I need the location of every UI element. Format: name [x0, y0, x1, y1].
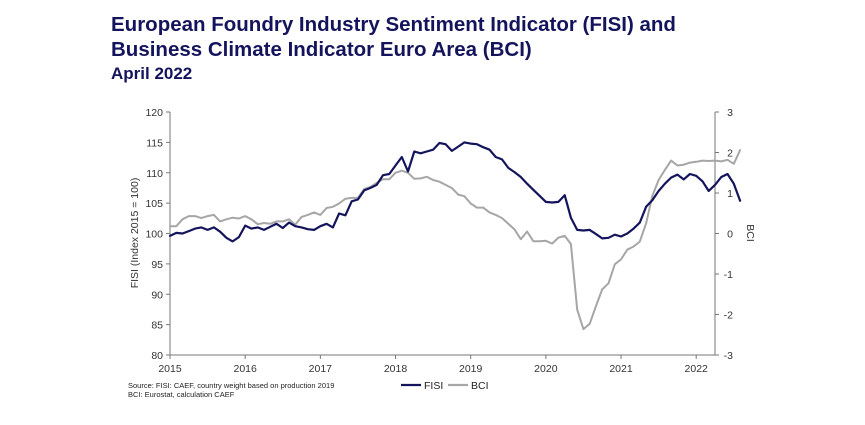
left-tick-label: 120	[145, 107, 163, 119]
legend: FISI BCI	[401, 380, 489, 392]
bci-series-line	[169, 149, 742, 331]
legend-fisi-label: FISI	[424, 380, 443, 392]
left-tick-label: 115	[146, 137, 163, 149]
series-layer	[168, 141, 742, 331]
x-tick-label: 2020	[534, 363, 558, 375]
right-tick-label: 3	[727, 107, 733, 119]
left-tick-label: 85	[151, 320, 163, 332]
right-tick-label: -3	[724, 350, 733, 362]
right-tick-label: -1	[724, 269, 733, 281]
right-tick-label: 0	[727, 229, 733, 241]
source-note: Source: FISI: CAEF, country weight based…	[128, 381, 334, 399]
right-axis-title: BCI	[744, 224, 756, 242]
fisi-series-line	[168, 141, 742, 243]
right-y-axis: -3 -2 -1 0 1 2 3	[714, 107, 733, 362]
x-tick-label: 2022	[685, 363, 709, 375]
right-tick-label: 1	[727, 188, 733, 200]
source-note-line-1: Source: FISI: CAEF, country weight based…	[128, 381, 335, 390]
left-y-axis: 80 85 90 95 100 105 110 115 120	[145, 107, 171, 362]
x-tick-label: 2017	[309, 363, 333, 375]
x-tick-label: 2021	[609, 363, 633, 375]
chart-title-line-1: European Foundry Industry Sentiment Indi…	[111, 13, 676, 36]
left-tick-label: 95	[151, 259, 163, 271]
left-axis-title: FISI (Index 2015 = 100)	[129, 178, 141, 289]
left-tick-label: 110	[146, 168, 163, 180]
legend-bci-label: BCI	[471, 380, 489, 392]
x-tick-label: 2019	[459, 363, 483, 375]
left-tick-label: 100	[145, 229, 163, 241]
left-tick-label: 90	[151, 289, 163, 301]
chart-title-line-2: Business Climate Indicator Euro Area (BC…	[111, 38, 532, 61]
right-tick-label: -2	[724, 310, 733, 322]
x-tick-label: 2018	[384, 363, 408, 375]
left-tick-label: 80	[151, 350, 163, 362]
x-axis: 2015 2016 2017 2018 2019 2020 2021 2022	[158, 354, 715, 375]
x-tick-label: 2015	[158, 363, 182, 375]
x-tick-label: 2016	[233, 363, 257, 375]
chart-subtitle: April 2022	[111, 64, 193, 83]
source-note-line-2: BCI: Eurostat, calculation CAEF	[128, 390, 235, 399]
left-tick-label: 105	[145, 198, 163, 210]
chart-title: European Foundry Industry Sentiment Indi…	[111, 12, 676, 62]
right-tick-label: 2	[727, 148, 733, 160]
